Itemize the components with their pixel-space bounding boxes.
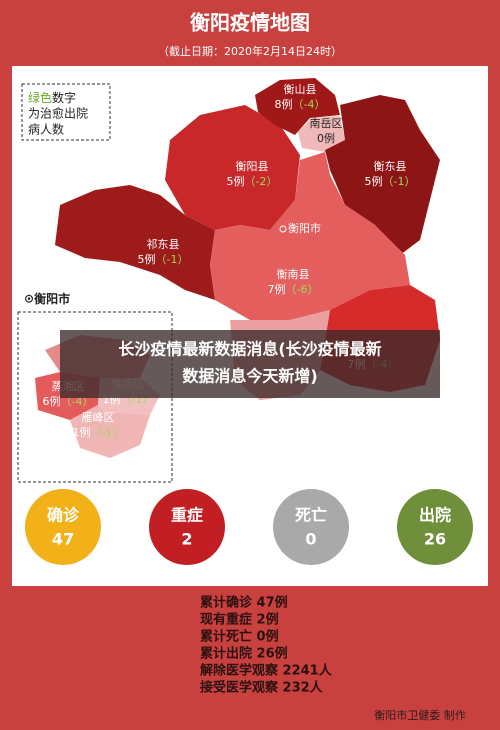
stat-line: 累计出院 26例 bbox=[200, 646, 288, 662]
stat-line: 接受医学观察 232人 bbox=[200, 680, 324, 696]
cured-count: （-4） bbox=[293, 98, 326, 111]
case-count: 1例 bbox=[73, 425, 91, 439]
case-count: 6例 bbox=[43, 394, 61, 408]
summary-value: 2 bbox=[181, 530, 192, 549]
region-name: 衡阳县 bbox=[236, 160, 269, 173]
legend-box bbox=[21, 83, 111, 141]
region-cases: 1例（-1） bbox=[73, 425, 124, 439]
summary-value: 47 bbox=[52, 530, 74, 549]
region-cases: 5例（-1） bbox=[138, 252, 189, 266]
region-name: 南岳区 bbox=[310, 117, 343, 130]
summary: 确诊 47 重症 2 死亡 0 出院 26 bbox=[25, 489, 473, 565]
region-hengyang-county bbox=[165, 105, 300, 230]
region-nanyue bbox=[298, 116, 345, 152]
banner bbox=[60, 330, 440, 398]
region-name: 雁峰区 bbox=[82, 411, 115, 424]
summary-label: 确诊 bbox=[47, 506, 80, 525]
region-cases: 7例（-6） bbox=[268, 282, 319, 296]
summary-label: 重症 bbox=[171, 506, 203, 525]
summary-circle bbox=[25, 489, 101, 565]
case-count: 0例 bbox=[317, 131, 335, 145]
cured-count: （-1） bbox=[383, 175, 416, 188]
case-count: 5例 bbox=[138, 252, 156, 266]
stat-line: 累计确诊 47例 bbox=[200, 595, 288, 611]
stat-line: 现有重症 2例 bbox=[200, 612, 279, 628]
summary-label: 死亡 bbox=[295, 506, 327, 525]
summary-value: 0 bbox=[305, 530, 316, 549]
region-hengshan bbox=[255, 78, 340, 135]
region-cases: 5例（-2） bbox=[227, 174, 278, 188]
title: 衡阳疫情地图 bbox=[190, 11, 310, 35]
inset-box bbox=[17, 311, 173, 483]
region-cases: 0例 bbox=[317, 131, 335, 145]
banner-text: 数据消息今天新增) bbox=[182, 367, 317, 386]
region-cases: 6例（-4） bbox=[43, 394, 94, 408]
stat-line: 解除医学观察 2241人 bbox=[199, 663, 333, 679]
summary-value: 26 bbox=[424, 530, 446, 549]
summary-label: 出院 bbox=[419, 506, 451, 525]
region-name: 祁东县 bbox=[147, 237, 180, 251]
cured-count: （-6） bbox=[286, 283, 319, 296]
inset-title: ⊙衡阳市 bbox=[24, 291, 70, 306]
region-hengnan bbox=[210, 152, 410, 320]
summary-circle bbox=[273, 489, 349, 565]
region-name: 衡东县 bbox=[374, 160, 407, 173]
case-count: 5例 bbox=[365, 174, 383, 188]
cured-count: （-4） bbox=[61, 395, 94, 408]
region-name: 衡南县 bbox=[277, 268, 310, 281]
cured-count: （-1） bbox=[156, 253, 189, 266]
case-count: 7例 bbox=[268, 282, 286, 296]
cured-count: （-1） bbox=[91, 426, 124, 439]
city-marker bbox=[279, 225, 287, 233]
region-cases: 5例（-1） bbox=[365, 174, 416, 188]
city-label: 衡阳市 bbox=[288, 221, 321, 235]
summary-circle bbox=[149, 489, 225, 565]
region-hengdong bbox=[325, 95, 440, 255]
banner-text: 长沙疫情最新数据消息(长沙疫情最新 bbox=[118, 340, 381, 359]
summary-circle bbox=[397, 489, 473, 565]
region-qidong bbox=[55, 185, 215, 300]
subtitle: （截止日期：2020年2月14日24时） bbox=[158, 44, 342, 58]
footer: 衡阳市卫健委 制作 bbox=[374, 708, 466, 722]
inset-yanfeng bbox=[70, 405, 150, 458]
case-count: 8例 bbox=[275, 97, 293, 111]
cured-count: （-2） bbox=[245, 175, 278, 188]
region-name: 衡山县 bbox=[284, 83, 317, 96]
stat-line: 累计死亡 0例 bbox=[200, 629, 279, 645]
region-cases: 8例（-4） bbox=[275, 97, 326, 111]
case-count: 5例 bbox=[227, 174, 245, 188]
legend-text: 病人数 bbox=[28, 122, 64, 137]
legend-text: 为治愈出院 bbox=[28, 106, 88, 121]
legend-text: 绿色数字 bbox=[28, 90, 76, 105]
